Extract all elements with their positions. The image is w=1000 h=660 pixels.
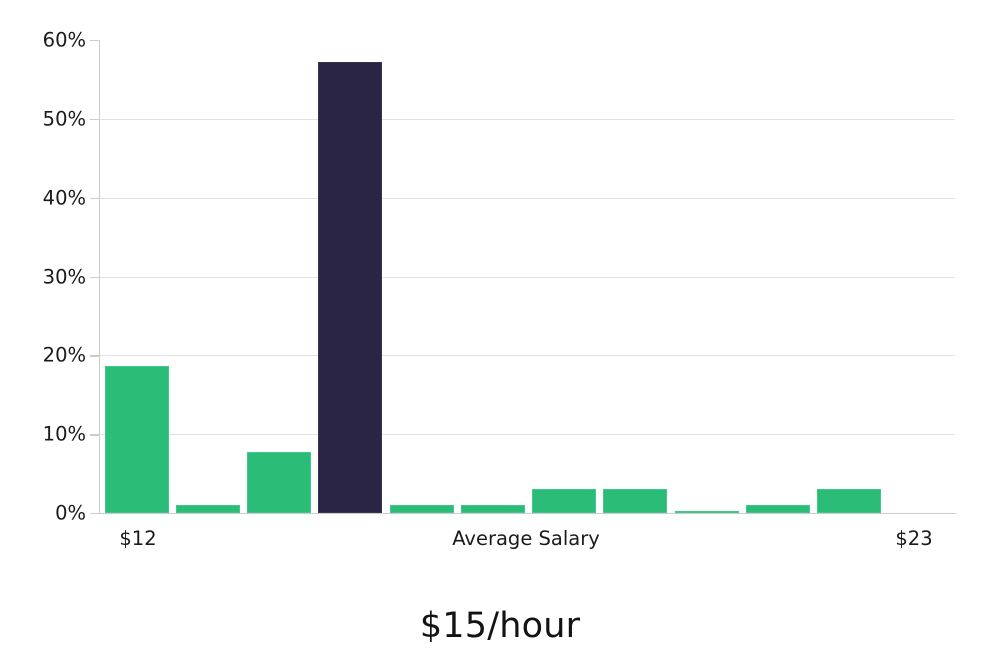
gridline	[100, 118, 955, 120]
gridline	[100, 276, 955, 278]
y-axis-tick-mark	[90, 513, 100, 515]
gridline	[100, 434, 955, 436]
bar	[817, 489, 882, 513]
bar	[175, 505, 240, 513]
bar	[745, 505, 810, 513]
plot-area	[100, 40, 955, 513]
y-axis-tick-mark	[90, 40, 100, 42]
y-tick-label-50: 50%	[42, 107, 86, 131]
bar	[247, 451, 312, 513]
bar	[532, 489, 597, 513]
y-tick-label-30: 30%	[42, 264, 86, 288]
bar-highlighted	[318, 62, 383, 513]
x-tick-label-center: Average Salary	[452, 527, 600, 550]
gridline	[100, 355, 955, 357]
bar	[674, 511, 739, 513]
gridline	[100, 197, 955, 199]
y-axis-tick-mark	[90, 434, 100, 436]
y-tick-label-40: 40%	[42, 185, 86, 209]
y-axis-tick-mark	[90, 276, 100, 278]
y-axis-tick-mark	[90, 197, 100, 200]
y-tick-label-20: 20%	[42, 343, 86, 367]
x-tick-label-right: $23	[895, 527, 933, 550]
y-tick-label-10: 10%	[42, 422, 86, 446]
bar	[389, 505, 454, 513]
y-tick-label-60: 60%	[42, 28, 86, 52]
x-axis-tick-labels: $12 Average Salary $23	[0, 527, 1000, 559]
bar	[603, 489, 668, 513]
y-axis-tick-mark	[90, 355, 100, 357]
y-tick-label-0: 0%	[55, 501, 86, 525]
x-axis-spine	[99, 513, 956, 515]
bar	[460, 505, 525, 513]
y-axis-tick-labels: 0% 10% 20% 30% 40% 50% 60%	[0, 0, 100, 660]
y-axis-tick-mark	[90, 118, 100, 121]
chart-title: $15/hour	[419, 606, 581, 646]
bar	[104, 365, 169, 513]
x-tick-label-left: $12	[119, 527, 157, 550]
